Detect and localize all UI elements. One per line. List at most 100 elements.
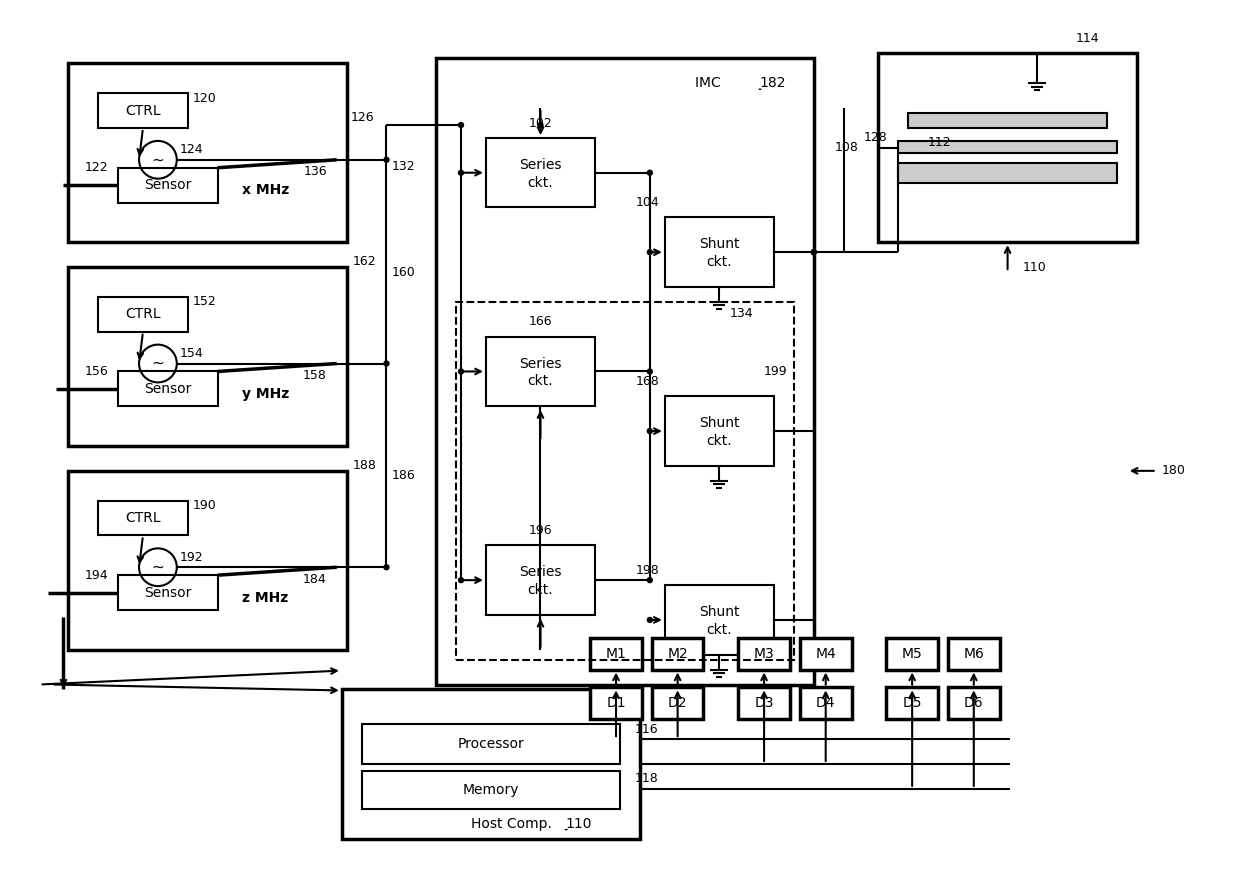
Text: 110: 110 [1023, 261, 1047, 274]
Bar [738, 688, 790, 719]
Bar [800, 688, 852, 719]
Text: ckt.: ckt. [528, 176, 553, 190]
Text: 190: 190 [192, 499, 217, 512]
Bar [908, 113, 1107, 128]
Circle shape [384, 158, 389, 162]
Text: 199: 199 [764, 365, 787, 378]
Text: M2: M2 [667, 647, 688, 661]
Text: 198: 198 [636, 564, 660, 576]
Text: Sensor: Sensor [144, 178, 191, 192]
Text: ckt.: ckt. [528, 374, 553, 388]
Bar [652, 688, 703, 719]
Text: z MHz: z MHz [242, 591, 289, 605]
Circle shape [384, 361, 389, 366]
Text: M6: M6 [963, 647, 985, 661]
Text: 104: 104 [636, 196, 660, 209]
Bar [68, 63, 347, 242]
Text: 168: 168 [636, 375, 660, 388]
Text: ckt.: ckt. [707, 255, 732, 269]
Text: Series: Series [520, 158, 562, 172]
Text: 180: 180 [1162, 464, 1185, 478]
Text: CTRL: CTRL [125, 307, 161, 322]
Text: ckt.: ckt. [528, 583, 553, 597]
Bar [342, 690, 640, 838]
Text: 110: 110 [565, 817, 591, 830]
Text: Shunt: Shunt [699, 605, 739, 619]
Text: M1: M1 [605, 647, 626, 661]
Bar [878, 53, 1137, 242]
Text: Host Comp.: Host Comp. [471, 817, 557, 830]
Text: 134: 134 [729, 307, 753, 321]
Bar [947, 638, 999, 670]
Bar [590, 688, 642, 719]
Bar [68, 470, 347, 650]
Bar [362, 724, 620, 764]
Circle shape [459, 577, 464, 583]
Text: 186: 186 [392, 470, 415, 482]
Text: D6: D6 [963, 697, 983, 710]
Bar [98, 297, 187, 331]
Circle shape [647, 617, 652, 623]
Text: 108: 108 [835, 142, 858, 154]
Text: Shunt: Shunt [699, 416, 739, 430]
Text: 116: 116 [635, 723, 658, 736]
Text: 154: 154 [180, 347, 203, 360]
Text: CTRL: CTRL [125, 511, 161, 525]
Text: M3: M3 [754, 647, 775, 661]
Bar [118, 372, 217, 406]
Text: 162: 162 [353, 255, 377, 268]
Bar [590, 638, 642, 670]
Bar [118, 168, 217, 202]
Circle shape [384, 565, 389, 569]
Text: D4: D4 [816, 697, 836, 710]
Text: Sensor: Sensor [144, 585, 191, 600]
Text: ~: ~ [151, 356, 164, 371]
Bar [486, 138, 595, 208]
Bar [738, 638, 790, 670]
Text: D1: D1 [606, 697, 626, 710]
Circle shape [811, 249, 816, 255]
Text: 158: 158 [303, 369, 327, 382]
Text: x MHz: x MHz [242, 184, 290, 197]
Text: 160: 160 [392, 266, 415, 279]
Text: 102: 102 [528, 117, 552, 129]
Circle shape [538, 123, 543, 127]
Text: 188: 188 [352, 459, 377, 472]
Text: ckt.: ckt. [707, 434, 732, 448]
Text: 166: 166 [528, 315, 552, 328]
Text: M4: M4 [816, 647, 836, 661]
Text: 128: 128 [863, 132, 888, 144]
Bar [486, 337, 595, 406]
Text: 156: 156 [84, 365, 108, 378]
Bar [68, 267, 347, 446]
Text: 132: 132 [392, 159, 415, 173]
Bar [800, 638, 852, 670]
Circle shape [459, 123, 464, 127]
Text: Series: Series [520, 356, 562, 371]
Text: 120: 120 [192, 92, 217, 104]
Text: 194: 194 [84, 568, 108, 582]
Circle shape [647, 577, 652, 583]
Text: CTRL: CTRL [125, 103, 161, 118]
Text: y MHz: y MHz [242, 387, 290, 401]
Text: 112: 112 [928, 136, 951, 150]
Bar [898, 141, 1117, 153]
Text: ~: ~ [151, 560, 164, 575]
Circle shape [647, 429, 652, 434]
Text: Series: Series [520, 565, 562, 579]
Text: M5: M5 [901, 647, 923, 661]
Text: IMC: IMC [694, 77, 724, 90]
Text: 124: 124 [180, 143, 203, 156]
Text: 122: 122 [84, 161, 108, 175]
Circle shape [811, 249, 816, 255]
Bar [118, 576, 217, 610]
Bar [887, 688, 937, 719]
Circle shape [459, 369, 464, 374]
Bar [665, 585, 774, 655]
Text: 118: 118 [635, 772, 658, 785]
Circle shape [647, 369, 652, 374]
Text: Memory: Memory [463, 783, 520, 797]
Bar [887, 638, 937, 670]
Text: ~: ~ [151, 152, 164, 168]
Bar [436, 59, 813, 684]
